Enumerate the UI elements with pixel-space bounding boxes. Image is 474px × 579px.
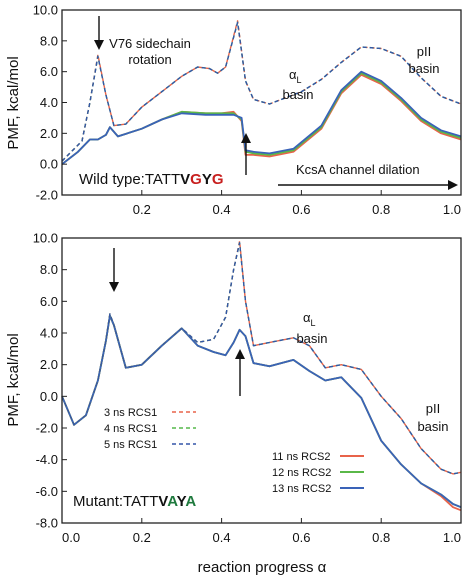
top-xtick-label: 1.0 — [443, 202, 461, 217]
bottom-ytick-label: -6.0 — [36, 484, 58, 499]
bottom-x-axis-label: reaction progress α — [198, 559, 327, 576]
bottom-ytick-label: 2.0 — [40, 357, 58, 372]
annotation-rotation: rotation — [128, 52, 171, 67]
top-xtick-label: 0.8 — [372, 202, 390, 217]
top-xtick-label: 0.6 — [292, 202, 310, 217]
bottom-series-2-dashed-line — [61, 242, 462, 475]
bottom-pii-basin-label: basin — [417, 419, 448, 434]
legend-label-3: 11 ns RCS2 — [272, 451, 331, 463]
legend-label-1: 4 ns RCS1 — [104, 423, 157, 435]
bottom-xtick-label: 0.2 — [133, 530, 151, 545]
wildtype-sequence-label: Wild type:TATTVGYG — [79, 171, 224, 188]
annotation-sidechain: V76 sidechain — [109, 36, 191, 51]
bottom-arrow-up-head — [235, 349, 245, 359]
bottom-ytick-label: -2.0 — [36, 421, 58, 436]
top-series-4-solid-line — [61, 72, 462, 165]
top-ytick-label: 10.0 — [33, 3, 58, 18]
top-panel: -2.0 0.0 2.0 4.0 6.0 8.0 10.0 0.2 0.4 0.6 0.8 1.0 P… — [5, 3, 462, 217]
top-ytick-label: 4.0 — [40, 95, 58, 110]
top-alpha-basin-label: basin — [282, 87, 313, 102]
top-pii-basin-label: basin — [408, 61, 439, 76]
bottom-pii-label: pII — [426, 401, 440, 416]
mutant-sequence-label: Mutant:TATTVAYA — [73, 493, 196, 510]
legend-rcs1: 3 ns RCS1 4 ns RCS1 5 ns RCS1 — [104, 407, 196, 451]
bottom-xtick-label: 1.0 — [443, 530, 461, 545]
bottom-ytick-label: -8.0 — [36, 516, 58, 531]
legend-label-4: 12 ns RCS2 — [272, 467, 331, 479]
top-y-axis-label: PMF, kcal/mol — [5, 56, 22, 149]
top-ytick-label: 2.0 — [40, 126, 58, 141]
bottom-ytick-label: -4.0 — [36, 452, 58, 467]
legend-rcs2: 11 ns RCS2 12 ns RCS2 13 ns RCS2 — [272, 451, 364, 495]
bottom-panel: -8.0 -6.0 -4.0 -2.0 0.0 2.0 4.0 6.0 8.0 10.0 0.0 0.… — [5, 231, 462, 576]
bottom-series-5-solid-line — [61, 314, 462, 509]
dilation-arrow-head — [448, 180, 458, 190]
bottom-plot-frame — [61, 237, 462, 524]
top-arrow-down-head — [94, 40, 104, 50]
top-series-3-solid-line — [61, 73, 462, 165]
top-ytick-label: -2.0 — [36, 188, 58, 203]
bottom-ytick-label: 6.0 — [40, 294, 58, 309]
top-xtick-label: 0.4 — [213, 202, 231, 217]
bottom-ytick-label: 4.0 — [40, 326, 58, 341]
bottom-xtick-label: 0.4 — [213, 530, 231, 545]
bottom-ytick-label: 10.0 — [33, 231, 58, 246]
bottom-ytick-label: 0.0 — [40, 389, 58, 404]
legend-label-0: 3 ns RCS1 — [104, 407, 157, 419]
bottom-ytick-label: 8.0 — [40, 262, 58, 277]
bottom-ticks: -8.0 -6.0 -4.0 -2.0 0.0 2.0 4.0 6.0 8.0 10.0 0.0 0.… — [33, 231, 462, 545]
top-series-group — [61, 20, 462, 165]
top-xtick-label: 0.2 — [133, 202, 151, 217]
top-series-5-solid-line — [61, 70, 462, 165]
bottom-xtick-label: 0.8 — [372, 530, 390, 545]
top-ticks: -2.0 0.0 2.0 4.0 6.0 8.0 10.0 0.2 0.4 0.6 0.8 1.0 — [33, 3, 462, 217]
top-ytick-label: 8.0 — [40, 33, 58, 48]
bottom-arrow-down-head — [109, 282, 119, 292]
top-series-2-dashed-line — [61, 21, 462, 162]
bottom-xtick-label: 0.0 — [62, 530, 80, 545]
annotation-dilation: KcsA channel dilation — [296, 162, 420, 177]
top-ytick-label: 0.0 — [40, 157, 58, 172]
top-alpha-symbol: αL — [289, 67, 302, 85]
top-pii-label: pII — [417, 44, 431, 59]
top-series-0-dashed-line — [61, 20, 462, 162]
legend-label-5: 13 ns RCS2 — [272, 483, 331, 495]
legend-label-2: 5 ns RCS1 — [104, 439, 157, 451]
bottom-y-axis-label: PMF, kcal/mol — [5, 333, 22, 426]
bottom-xtick-label: 0.6 — [292, 530, 310, 545]
bottom-series-group — [61, 240, 462, 512]
top-ytick-label: 6.0 — [40, 64, 58, 79]
top-arrow-up-head — [241, 133, 251, 143]
bottom-alpha-symbol: αL — [303, 310, 316, 328]
bottom-alpha-basin-label: basin — [296, 331, 327, 346]
